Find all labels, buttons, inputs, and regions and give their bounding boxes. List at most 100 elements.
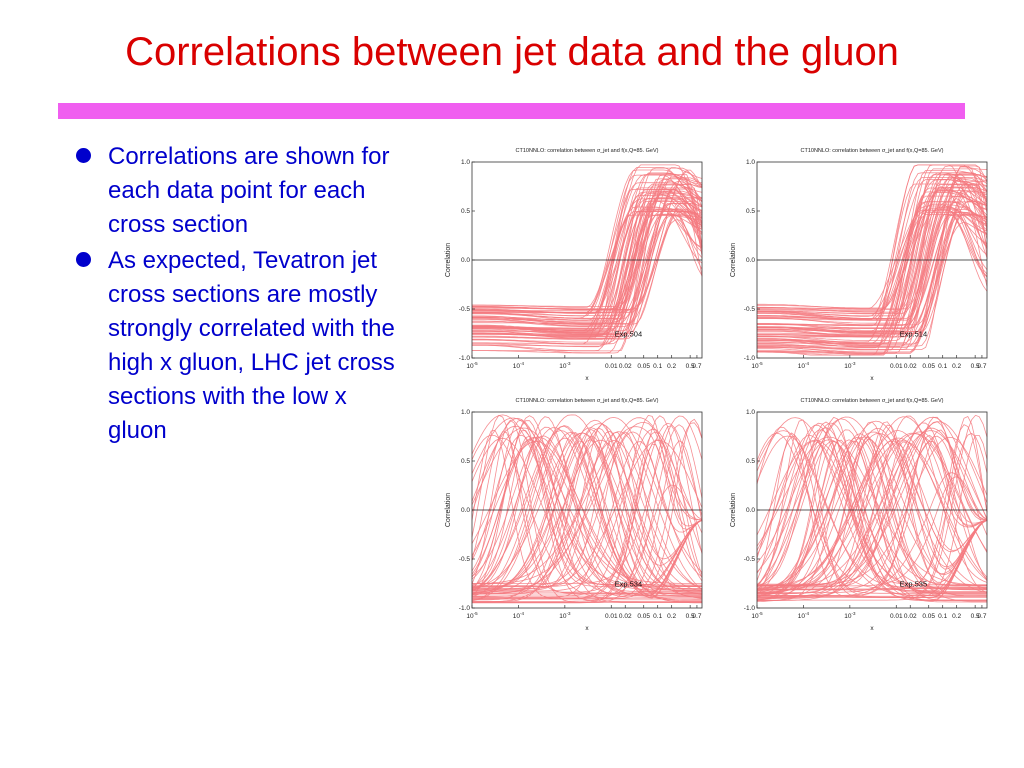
correlation-curve xyxy=(757,201,988,335)
x-tick-label: 0.02 xyxy=(904,613,917,620)
correlation-curve xyxy=(757,172,988,315)
x-tick-label: 0.01 xyxy=(605,613,618,620)
correlation-curve xyxy=(757,177,988,354)
correlation-curve xyxy=(757,186,988,324)
correlation-curve xyxy=(472,439,703,590)
correlation-curve xyxy=(756,440,988,596)
correlation-curve xyxy=(756,440,988,590)
x-tick-label: 10-3 xyxy=(844,611,856,620)
chart-title: CT10NNLO: correlation between σ_jet and … xyxy=(801,398,944,404)
correlation-curve xyxy=(757,215,988,321)
x-tick-label: 0.7 xyxy=(692,363,701,370)
correlation-curve xyxy=(756,430,987,590)
y-tick-label: 0.0 xyxy=(461,257,470,264)
correlation-curve xyxy=(757,421,988,590)
correlation-curve xyxy=(756,416,988,587)
y-axis-label: Correlation xyxy=(730,243,737,277)
correlation-curve xyxy=(472,188,703,327)
x-tick-label: 10-3 xyxy=(844,361,856,370)
correlation-curve xyxy=(472,201,703,310)
y-tick-label: -0.5 xyxy=(744,306,756,313)
y-axis-label: Correlation xyxy=(445,243,452,277)
y-tick-label: -1.0 xyxy=(744,605,756,612)
correlation-curve xyxy=(472,171,703,313)
x-tick-label: 0.05 xyxy=(637,363,650,370)
chart-title: CT10NNLO: correlation between σ_jet and … xyxy=(801,148,944,154)
correlation-curve xyxy=(472,210,703,321)
correlation-curve xyxy=(472,424,703,597)
correlation-curve xyxy=(757,421,988,599)
correlation-curve xyxy=(757,441,988,587)
correlation-curve xyxy=(471,416,703,592)
x-tick-label: 0.2 xyxy=(952,363,961,370)
x-tick-label: 10-4 xyxy=(798,611,810,620)
x-axis-label: x xyxy=(870,625,874,632)
x-tick-label: 0.5 xyxy=(971,363,980,370)
correlation-curve xyxy=(757,177,988,343)
x-tick-label: 10-3 xyxy=(559,361,571,370)
bullet-dot-icon xyxy=(76,148,91,163)
correlation-curve xyxy=(472,172,703,340)
correlation-curve xyxy=(471,425,702,591)
y-tick-label: -1.0 xyxy=(459,605,471,612)
y-tick-label: 1.0 xyxy=(461,159,470,166)
y-tick-label: 0.0 xyxy=(461,507,470,514)
correlation-curve xyxy=(756,416,988,592)
x-tick-label: 10-3 xyxy=(559,611,571,620)
correlation-curve xyxy=(472,431,703,588)
correlation-curve xyxy=(472,213,703,343)
correlation-chart-exp504: CT10NNLO: correlation between σ_jet and … xyxy=(445,148,703,382)
correlation-curve xyxy=(757,213,988,347)
x-axis-label: x xyxy=(585,625,589,632)
correlation-curve xyxy=(756,435,987,597)
y-tick-label: 1.0 xyxy=(461,409,470,416)
correlation-curve xyxy=(472,184,703,336)
correlation-curve xyxy=(472,198,703,319)
correlation-curve xyxy=(757,186,988,317)
y-tick-label: 0.5 xyxy=(746,208,755,215)
bullet-text: As expected, Tevatron jet cross sections… xyxy=(108,247,395,444)
correlation-curve xyxy=(471,435,702,586)
x-tick-label: 0.7 xyxy=(977,613,986,620)
correlation-curve xyxy=(757,432,988,591)
bullet-item: Correlations are shown for each data poi… xyxy=(74,140,404,242)
x-axis-label: x xyxy=(870,375,874,382)
correlation-curve xyxy=(471,423,703,594)
correlation-curve xyxy=(471,430,703,593)
title-underline-bar xyxy=(58,103,965,119)
correlation-curve xyxy=(757,430,988,589)
bullet-dot-icon xyxy=(76,252,91,267)
correlation-curve xyxy=(471,434,702,600)
correlation-curve xyxy=(756,422,987,601)
x-tick-label: 0.2 xyxy=(667,613,676,620)
correlation-curve xyxy=(756,440,987,588)
correlation-curve xyxy=(472,174,703,331)
y-tick-label: 0.5 xyxy=(461,458,470,465)
x-tick-label: 0.05 xyxy=(637,613,650,620)
correlation-curve xyxy=(472,200,703,314)
y-tick-label: 0.0 xyxy=(746,507,755,514)
correlation-curve xyxy=(472,439,702,597)
x-tick-label: 0.5 xyxy=(686,613,695,620)
correlation-curve xyxy=(472,178,703,352)
x-tick-label: 0.2 xyxy=(952,613,961,620)
correlation-curve xyxy=(756,424,987,592)
y-tick-label: 0.5 xyxy=(746,458,755,465)
correlation-curve xyxy=(471,425,703,601)
correlation-curve xyxy=(757,414,988,601)
correlation-curve xyxy=(472,182,703,308)
correlation-curve xyxy=(472,219,703,310)
correlation-curve xyxy=(756,429,987,597)
correlation-chart-exp535: CT10NNLO: correlation between σ_jet and … xyxy=(730,398,988,632)
x-tick-label: 0.1 xyxy=(938,613,947,620)
correlation-curve xyxy=(757,209,988,355)
correlation-curve xyxy=(471,416,702,593)
x-tick-label: 0.02 xyxy=(619,363,632,370)
correlation-curve xyxy=(757,179,988,321)
y-tick-label: -0.5 xyxy=(744,556,756,563)
correlation-curve xyxy=(472,484,703,602)
x-tick-label: 10-5 xyxy=(751,361,763,370)
y-tick-label: -1.0 xyxy=(744,355,756,362)
correlation-curve xyxy=(472,190,703,327)
chart-title: CT10NNLO: correlation between σ_jet and … xyxy=(516,148,659,154)
